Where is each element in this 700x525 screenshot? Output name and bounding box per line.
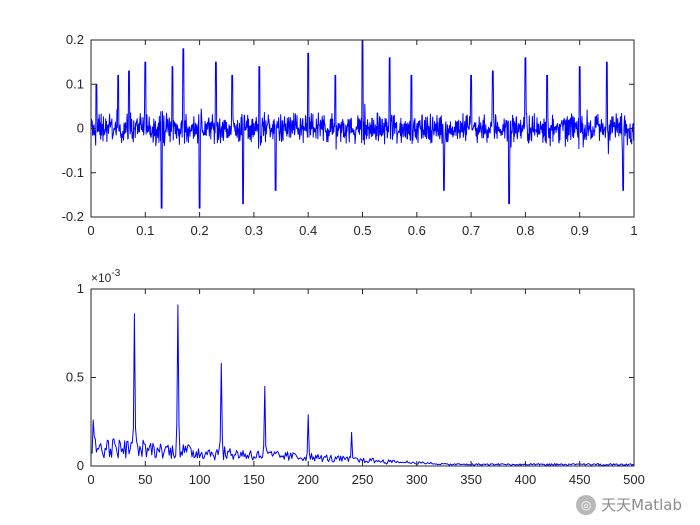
x-tick-label: 0 [87,223,94,238]
wechat-icon: ◎ [576,494,597,515]
y-tick-label: -0.1 [62,165,84,180]
x-tick-label: 450 [569,472,591,487]
x-tick-label: 0.8 [516,223,534,238]
x-tick-label: 350 [460,472,482,487]
y-tick-label: 0 [77,458,84,473]
spectrum-line [90,304,635,467]
axis-exponent-label: ×10-3 [91,268,121,285]
plot-area-bottom [90,304,635,467]
x-tick-label: 0.2 [191,223,209,238]
y-tick-label: 0.2 [66,32,84,47]
ticks-top: 0 0.1 0.2 0.3 0.4 0.5 0.6 0.7 0.8 0.9 1 -0.2 -0.1 0 0.… [62,32,638,238]
x-tick-label: 50 [138,472,152,487]
x-tick-label: 150 [243,472,265,487]
x-tick-label: 0.3 [245,223,263,238]
x-tick-label: 0.1 [136,223,154,238]
x-tick-label: 250 [352,472,374,487]
axes-bottom-box [90,288,635,467]
y-tick-label: 0.1 [66,76,84,91]
axes-bottom: 0 50 100 150 200 250 300 350 400 450 500 0 0.5 1 ×10-… [66,268,645,487]
y-tick-label: 1 [77,281,84,296]
x-tick-label: 0.5 [353,223,371,238]
y-tick-label: 0.5 [66,370,84,385]
y-tick-label: 0 [77,121,84,136]
x-tick-label: 0.4 [299,223,317,238]
watermark: ◎ 天天Matlab [576,494,682,515]
x-tick-label: 500 [623,472,645,487]
exponent-base: ×10 [91,271,112,285]
watermark-text: 天天Matlab [601,496,682,514]
x-tick-label: 1 [630,223,637,238]
ticks-bottom: 0 50 100 150 200 250 300 350 400 450 500 0 0.5 1 [66,281,645,487]
exponent-power: -3 [111,268,120,279]
x-tick-label: 0.6 [408,223,426,238]
axes-top: 0 0.1 0.2 0.3 0.4 0.5 0.6 0.7 0.8 0.9 1 -0.2 -0.1 0 0.… [62,32,638,238]
x-tick-label: 0.7 [462,223,480,238]
x-tick-label: 100 [189,472,211,487]
plot-area-top [90,39,635,209]
y-tick-label: -0.2 [62,209,84,224]
x-tick-label: 0.9 [571,223,589,238]
x-tick-label: 200 [297,472,319,487]
x-tick-label: 400 [515,472,537,487]
x-tick-label: 0 [87,472,94,487]
signal-line [90,39,635,209]
x-tick-label: 300 [406,472,428,487]
